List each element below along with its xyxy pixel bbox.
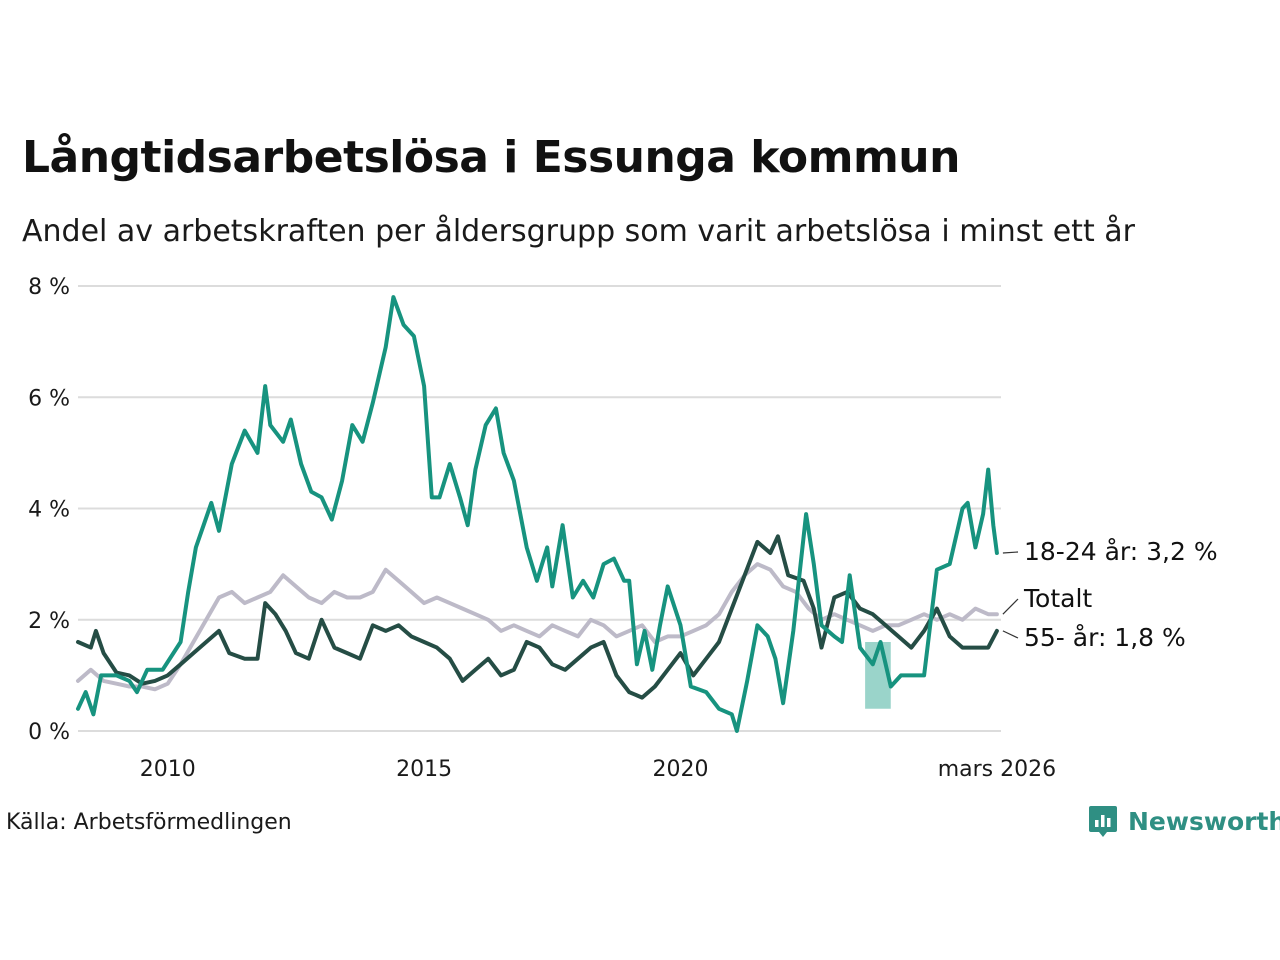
source-note: Källa: Arbetsförmedlingen	[6, 810, 292, 835]
leader-line-totalt	[1002, 598, 1019, 615]
gridlines	[78, 285, 1001, 732]
chart-title: Långtidsarbetslösa i Essunga kommun	[22, 132, 960, 183]
x-tick-label-0: 2010	[140, 757, 196, 782]
y-tick-label-3: 6 %	[28, 386, 70, 411]
x-tick-label-2: 2020	[653, 757, 709, 782]
y-tick-label-2: 4 %	[28, 498, 70, 523]
brand-logo: Newsworthy	[1088, 804, 1280, 838]
series-line-totalt	[76, 562, 999, 692]
series-label-totalt: Totalt	[1023, 584, 1092, 613]
x-tick-label-3: mars 2026	[938, 757, 1056, 782]
leader-line-55-ar	[1002, 630, 1019, 639]
leader-line-18-24-ar	[1002, 551, 1019, 554]
series-lines	[76, 295, 999, 733]
brand-name: Newsworthy	[1128, 806, 1280, 836]
chart-subtitle: Andel av arbetskraften per åldersgrupp s…	[22, 214, 1135, 249]
series-line-55-ar	[76, 534, 999, 700]
x-axis: 2010 2015 2020 mars 2026	[140, 757, 1056, 782]
newsworthy-logo-icon	[1089, 806, 1117, 837]
y-axis: 0 % 2 % 4 % 6 % 8 %	[28, 275, 70, 745]
series-label-55-ar: 55- år: 1,8 %	[1024, 623, 1186, 652]
y-tick-label-4: 8 %	[28, 275, 70, 300]
x-tick-label-1: 2015	[396, 757, 452, 782]
y-tick-label-0: 0 %	[28, 720, 70, 745]
y-tick-label-1: 2 %	[28, 609, 70, 634]
series-labels: 18-24 år: 3,2 % Totalt 55- år: 1,8 %	[1002, 537, 1218, 652]
series-line-18-24-ar	[76, 295, 999, 733]
series-label-18-24-ar: 18-24 år: 3,2 %	[1024, 537, 1218, 566]
